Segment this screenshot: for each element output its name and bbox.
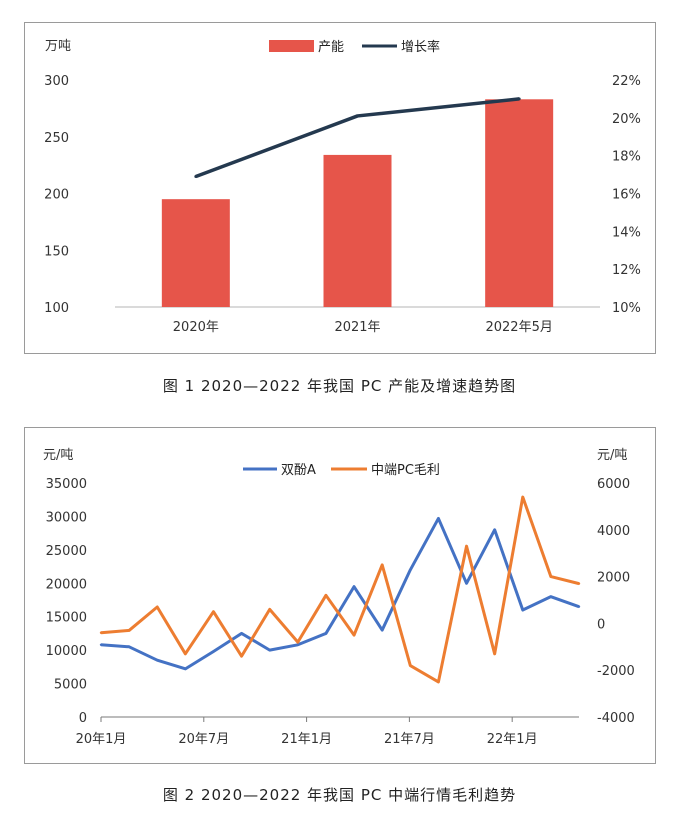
y2-tick-label: 2000 [597,571,630,586]
pc-margin-point [99,631,103,634]
x-tick-label: 2021年 [334,320,380,335]
x-tick-label: 20年1月 [76,732,127,747]
y2-tick-label: 10% [612,301,641,316]
y2-tick-label: 18% [612,150,641,165]
pc-margin-point [577,582,581,585]
bpa-price-point [184,667,187,671]
bpa-price-point [99,643,103,646]
bpa-price-point [409,568,412,572]
y-tick-label: 10000 [46,644,87,659]
growth-rate-point [356,114,359,118]
y-tick-label: 150 [44,244,69,259]
y-tick-label: 20000 [46,577,87,592]
pc-margin-point [156,605,159,609]
capacity-chart: 万吨 产能 增长率 100 150 200 250 300 10% 12% 14% 16% 18%… [44,39,641,335]
y-tick-label: 25000 [46,544,87,559]
bpa-price-point [156,658,159,662]
bpa-price-point [324,632,328,635]
bpa-price-point [465,582,468,585]
figure-2-caption: 图 2 2020—2022 年我国 PC 中端行情毛利趋势 [162,786,517,804]
y2-tick-label: -4000 [597,711,635,726]
y2-tick-label: 0 [597,617,605,632]
y2-tick-label: 4000 [597,524,630,539]
legend-margin-label: 中端PC毛利 [371,463,440,478]
y-tick-label: 250 [44,131,69,146]
left-axis-unit: 元/吨 [43,448,73,463]
bpa-price-point [296,643,300,646]
plot-area: 20年1月 20年7月 21年1月 21年7月 22年1月 0 5000 10000 15000… [46,477,635,747]
bar [161,199,230,307]
legend: 产能 增长率 [269,39,440,55]
pc-margin-point [324,594,328,597]
bpa-price-point [437,517,440,520]
bpa-price-point [493,528,496,531]
y2-tick-label: 16% [612,188,641,203]
y-tick-label: 35000 [46,477,87,492]
pc-margin-point [549,575,553,578]
legend-bpa-label: 双酚A [281,463,316,478]
pc-margin-point [493,652,496,656]
growth-rate-point [517,97,521,101]
x-tick-label: 22年1月 [487,732,538,747]
legend-line-label: 增长率 [401,39,440,55]
y-tick-label: 200 [44,188,69,203]
bpa-price-point [549,595,553,598]
y-tick-label: 5000 [54,678,87,693]
bpa-price-point [352,585,356,588]
legend-bar-swatch [269,40,314,52]
growth-rate-point [194,174,198,178]
bpa-price-point [521,608,524,612]
y2-tick-label: -2000 [597,664,635,679]
bar [323,154,392,307]
bpa-price-point [380,628,384,632]
left-axis-unit: 万吨 [45,39,71,54]
pc-margin-point [380,563,384,567]
chart-panel-capacity: 万吨 产能 增长率 100 150 200 250 300 10% 12% 14% 16% 18%… [24,22,656,354]
y2-tick-label: 6000 [597,477,630,492]
right-axis-unit: 元/吨 [597,448,627,463]
pc-margin-point [521,495,524,499]
y2-tick-label: 14% [612,225,641,240]
y-tick-label: 30000 [46,510,87,525]
bpa-price-point [240,632,243,635]
pc-margin-line [100,495,580,684]
bpa-price-point [577,605,581,608]
pc-margin-point [296,640,300,644]
x-tick-label: 21年7月 [384,732,435,747]
legend: 双酚A 中端PC毛利 [243,463,440,478]
margin-trend-chart: 元/吨 元/吨 双酚A 中端PC毛利 20年1月 20年7月 21年1月 21年7月 2… [43,448,635,747]
y-tick-label: 15000 [46,611,87,626]
x-tick-label: 2020年 [173,320,219,335]
pc-margin-point [212,610,215,613]
pc-margin-point [184,652,187,656]
bar [485,99,554,307]
pc-margin-point [268,608,271,611]
pc-margin-point [240,654,243,658]
y2-tick-label: 20% [612,112,641,127]
bpa-price-line [100,516,580,671]
x-tick-label: 21年1月 [281,732,332,747]
figure-1-caption: 图 1 2020—2022 年我国 PC 产能及增速趋势图 [162,377,517,395]
y-tick-label: 300 [44,74,69,89]
pc-margin-point [409,664,412,667]
bpa-price-point [127,645,131,648]
pc-margin-point [352,633,356,637]
chart-panel-margin: 元/吨 元/吨 双酚A 中端PC毛利 20年1月 20年7月 21年1月 21年7月 2… [24,427,656,764]
pc-margin-point [127,629,131,632]
y-tick-label: 0 [79,711,87,726]
pc-margin-point [437,680,440,684]
plot-area: 100 150 200 250 300 10% 12% 14% 16% 18% 20% 22% 2020… [44,74,641,335]
legend-bar-label: 产能 [318,40,344,55]
y2-tick-label: 12% [612,263,641,278]
bpa-price-point [212,650,215,653]
bpa-price-point [268,648,271,652]
y2-tick-label: 22% [612,74,641,89]
x-tick-label: 20年7月 [178,732,229,747]
y-tick-label: 100 [44,301,69,316]
pc-margin-point [465,544,468,548]
x-tick-label: 2022年5月 [485,320,552,335]
